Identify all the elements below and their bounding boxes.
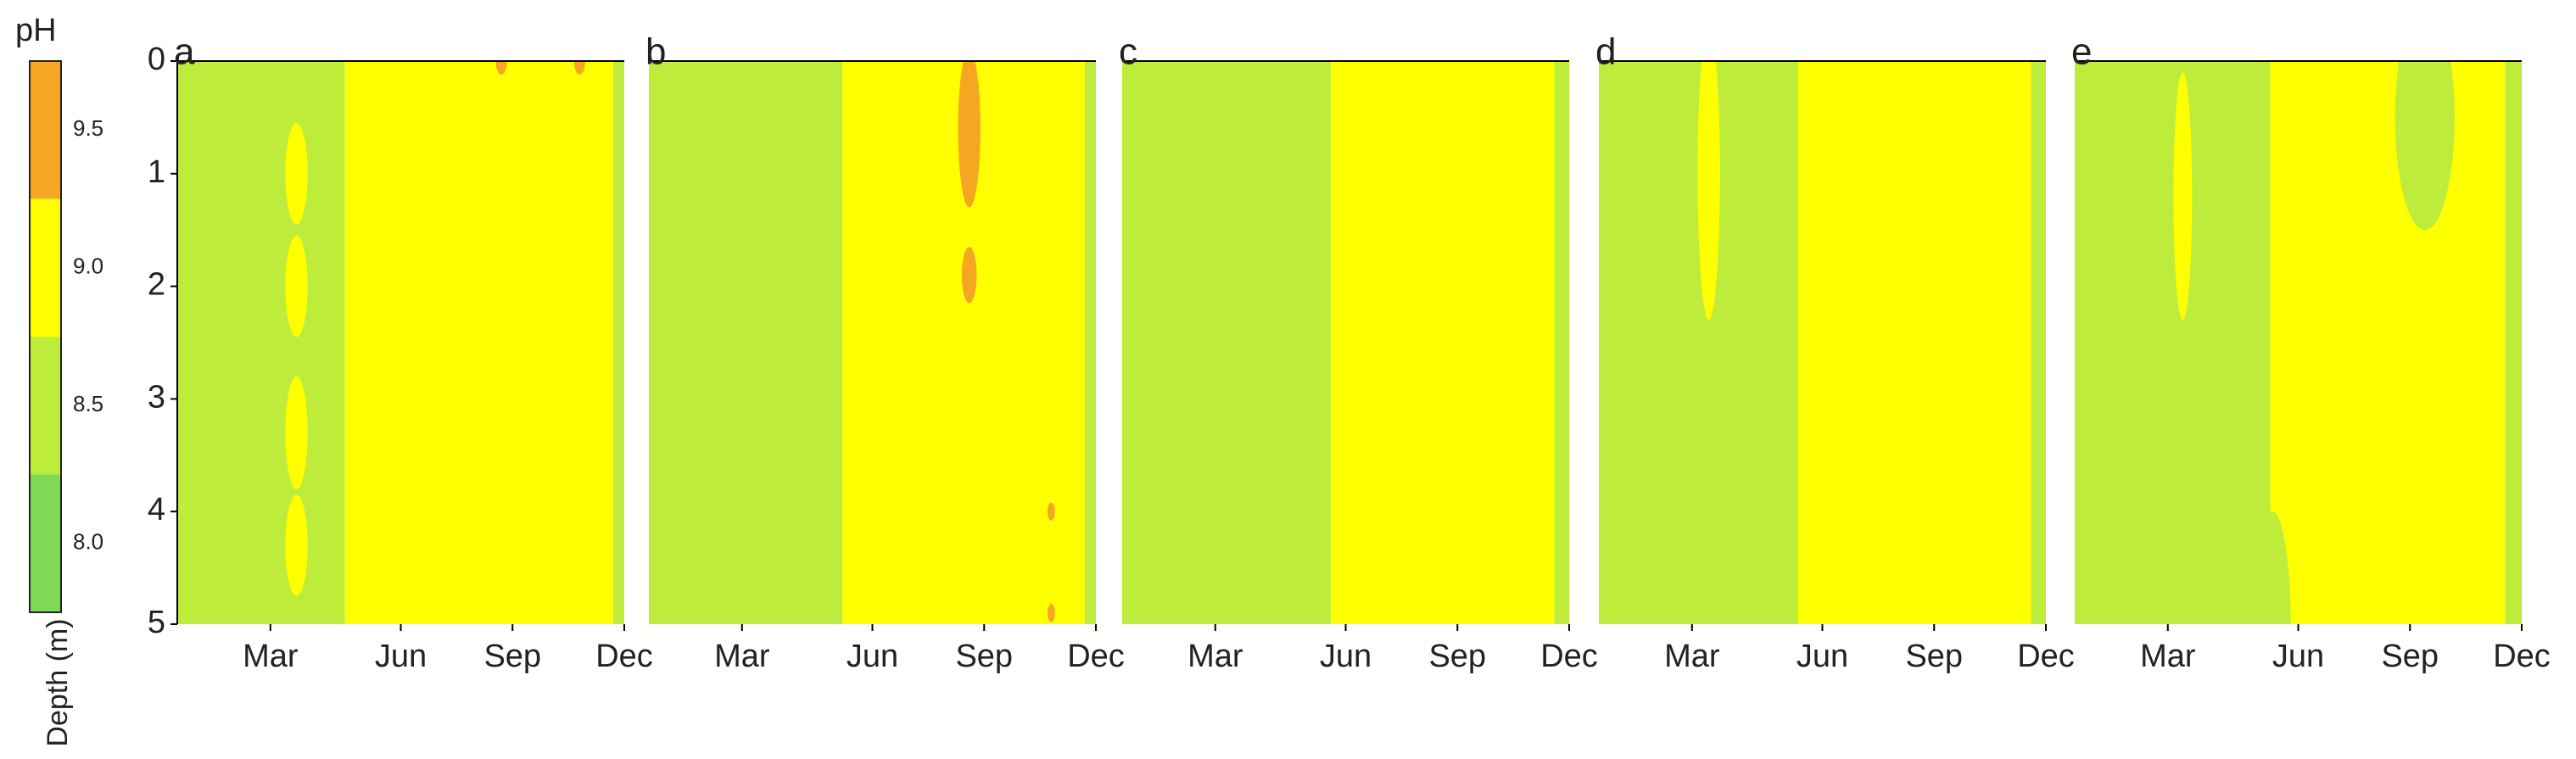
contour-patch	[2394, 61, 2455, 231]
y-tick-label: 5	[148, 605, 165, 640]
contour-patch	[573, 61, 585, 75]
contour-patch	[961, 247, 977, 304]
plot-area	[1122, 61, 1569, 624]
x-tick-label: Sep	[1428, 639, 1486, 674]
colorbar-tick-label: 9.0	[73, 254, 103, 279]
contour-zone	[612, 61, 624, 624]
colorbar-tick-label: 8.5	[73, 391, 103, 416]
plot-area	[2075, 61, 2522, 624]
contour-patch	[495, 61, 507, 75]
panel-label: e	[2071, 31, 2092, 73]
x-tick-label: Sep	[1905, 639, 1963, 674]
contour-patch	[285, 376, 308, 489]
contour-patch	[285, 494, 308, 596]
contour-zone	[1330, 61, 1555, 624]
y-tick-label: 0	[148, 42, 165, 77]
y-axis-label: Depth (m)	[42, 618, 74, 746]
x-tick-label: Dec	[1067, 639, 1125, 674]
contour-zone	[2270, 61, 2506, 624]
x-tick-label: Dec	[2493, 639, 2551, 674]
plot-area	[649, 61, 1096, 624]
contour-patch	[1697, 61, 1720, 321]
contour-patch	[2253, 511, 2291, 624]
colorbar-tick-label: 8.0	[73, 529, 103, 555]
colorbar-frame	[29, 60, 62, 613]
contour-patch	[2173, 72, 2193, 321]
plot-area	[177, 61, 624, 624]
contour-patch	[285, 123, 308, 225]
plot-area	[1599, 61, 2046, 624]
contour-zone	[344, 61, 613, 624]
contour-zone	[1554, 61, 1569, 624]
panel-label: b	[645, 31, 666, 73]
x-tick-label: Jun	[2272, 639, 2324, 674]
x-tick-label: Dec	[2017, 639, 2075, 674]
colorbar-band	[30, 198, 61, 337]
colorbar-title: pH	[15, 13, 57, 48]
contour-zone	[1084, 61, 1096, 624]
contour-patch	[285, 235, 308, 338]
y-tick-label: 2	[148, 267, 165, 303]
x-tick-label: Sep	[2381, 639, 2439, 674]
y-tick-label: 1	[148, 154, 165, 190]
contour-patch	[958, 61, 981, 208]
contour-zone	[1797, 61, 2031, 624]
contour-zone	[1122, 61, 1331, 624]
contour-zone	[177, 61, 345, 624]
y-tick-label: 4	[148, 492, 165, 527]
x-tick-label: Mar	[2140, 639, 2196, 674]
x-tick-label: Mar	[243, 639, 299, 674]
contour-zone	[2505, 61, 2522, 624]
x-tick-label: Dec	[1540, 639, 1598, 674]
x-tick-label: Mar	[714, 639, 770, 674]
x-tick-label: Jun	[375, 639, 427, 674]
panel-label: a	[174, 31, 195, 73]
colorbar-band	[30, 337, 61, 475]
x-tick-label: Jun	[1796, 639, 1848, 674]
panel-label: d	[1595, 31, 1616, 73]
colorbar-band	[30, 61, 61, 199]
x-tick-label: Dec	[595, 639, 653, 674]
x-tick-label: Mar	[1664, 639, 1720, 674]
contour-zone	[649, 61, 843, 624]
panel-label: c	[1119, 31, 1137, 73]
x-tick-label: Sep	[483, 639, 541, 674]
colorbar-tick-label: 9.5	[73, 115, 103, 141]
x-tick-label: Sep	[955, 639, 1013, 674]
contour-patch	[1047, 604, 1055, 622]
contour-zone	[2075, 61, 2271, 624]
x-tick-label: Mar	[1187, 639, 1243, 674]
y-tick-label: 3	[148, 379, 165, 415]
contour-zone	[2031, 61, 2046, 624]
x-tick-label: Jun	[847, 639, 898, 674]
x-tick-label: Jun	[1320, 639, 1372, 674]
contour-patch	[1047, 502, 1055, 521]
colorbar-band	[30, 474, 61, 612]
